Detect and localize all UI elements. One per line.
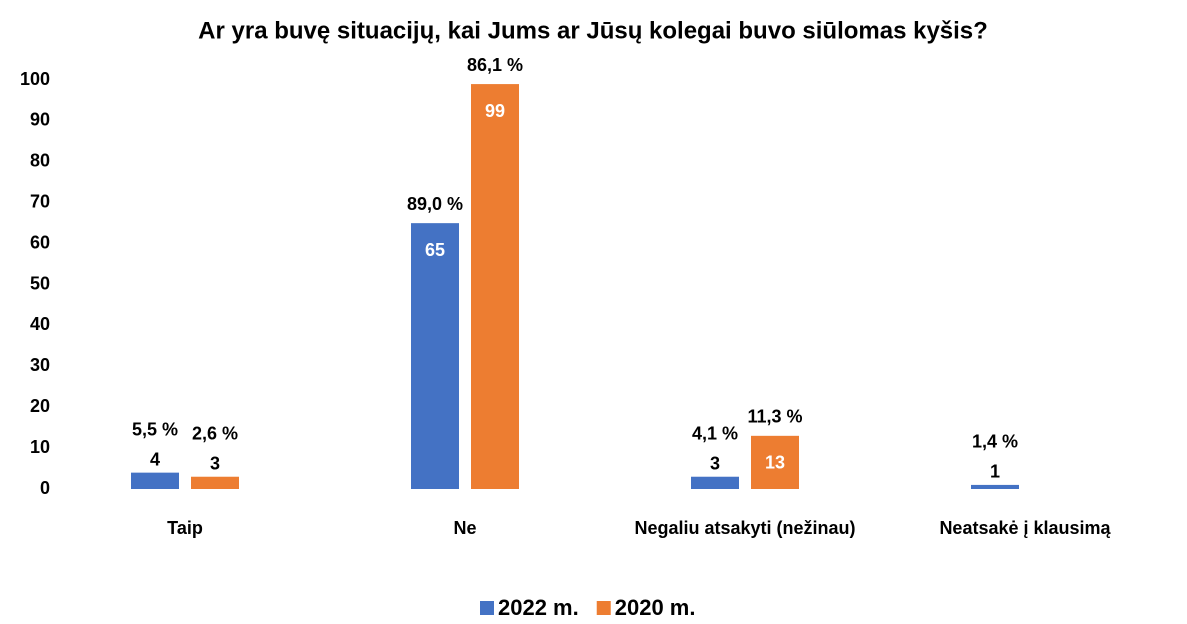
y-tick-label: 60 <box>30 232 50 252</box>
legend-label: 2020 m. <box>615 595 696 620</box>
bar <box>971 484 1019 489</box>
x-tick-label: Negaliu atsakyti (nežinau) <box>634 518 856 538</box>
y-tick-label: 70 <box>30 191 50 211</box>
x-tick-label: Neatsakė į klausimą <box>939 518 1111 538</box>
value-label: 1 <box>990 462 1000 482</box>
x-tick-label: Ne <box>453 518 477 538</box>
bar <box>191 476 239 489</box>
legend-label: 2022 m. <box>498 595 579 620</box>
value-label: 3 <box>210 453 220 473</box>
value-label: 4 <box>150 449 160 469</box>
y-tick-label: 100 <box>20 69 50 89</box>
value-label: 65 <box>425 240 445 260</box>
legend-swatch <box>596 601 611 615</box>
y-tick-label: 80 <box>30 151 50 171</box>
percent-label: 1,4 % <box>972 432 1018 452</box>
percent-label: 11,3 % <box>747 407 802 427</box>
value-label: 13 <box>765 453 785 473</box>
bar <box>131 472 179 489</box>
bar <box>691 476 739 489</box>
x-tick-label: Taip <box>167 518 203 538</box>
percent-label: 86,1 % <box>467 55 523 75</box>
bar <box>751 435 799 489</box>
y-tick-label: 30 <box>30 355 50 375</box>
y-tick-label: 90 <box>30 110 50 130</box>
value-label: 3 <box>710 453 720 473</box>
y-tick-label: 40 <box>30 314 50 334</box>
percent-label: 5,5 % <box>132 419 178 439</box>
percent-label: 2,6 % <box>192 423 238 443</box>
percent-label: 4,1 % <box>692 423 738 443</box>
bar <box>471 84 519 489</box>
y-tick-label: 50 <box>30 273 50 293</box>
bar <box>411 223 459 489</box>
legend-swatch <box>480 601 494 615</box>
y-tick-label: 10 <box>30 437 50 457</box>
y-tick-label: 20 <box>30 396 50 416</box>
chart-title: Ar yra buvę situacijų, kai Jums ar Jūsų … <box>198 17 988 44</box>
y-tick-label: 0 <box>40 478 50 498</box>
percent-label: 89,0 % <box>407 194 463 214</box>
value-label: 99 <box>485 101 505 121</box>
